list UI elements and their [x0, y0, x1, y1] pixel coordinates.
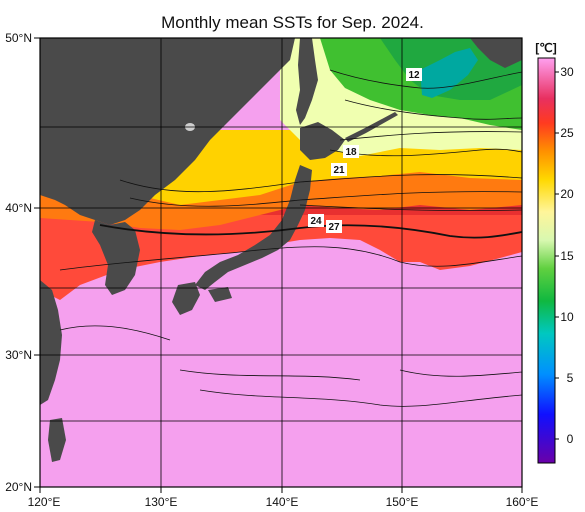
axis-ticks: [34, 37, 523, 493]
korea-land: [92, 220, 140, 295]
colorbar-label-25: 25: [560, 126, 574, 140]
kyushu-land: [172, 282, 200, 315]
kamchatka-land: [470, 38, 522, 68]
isotherm-label-12: 12: [408, 70, 420, 81]
map-frame: [39, 37, 523, 488]
isotherm-label-24: 24: [310, 216, 322, 227]
lon-label-160: 160°E: [506, 495, 539, 509]
colorbar-ticks: [555, 71, 559, 440]
sakhalin-land: [296, 38, 318, 125]
graticule: [40, 38, 522, 487]
isotherm-label-27: 27: [328, 222, 340, 233]
shikoku-land: [208, 287, 232, 302]
colorbar-label-30: 30: [560, 65, 574, 79]
cold-core: [420, 48, 478, 98]
map-area: 12 18 21 24 27: [40, 38, 522, 487]
colorbar-unit: [℃]: [535, 41, 556, 55]
china-coast-land: [40, 280, 62, 405]
taiwan-land: [48, 418, 66, 462]
lon-label-140: 140°E: [266, 495, 299, 509]
lat-label-30: 30°N: [5, 348, 32, 362]
isotherm-label-18: 18: [345, 147, 357, 158]
red-sea: [40, 215, 522, 300]
colorbar: [537, 57, 556, 464]
colorbar-label-15: 15: [560, 249, 574, 263]
colorbar-label-0: 0: [567, 432, 574, 446]
continent-land: [40, 38, 295, 225]
lat-label-50: 50°N: [5, 31, 32, 45]
honshu-land: [195, 165, 312, 290]
isotherm-label-group: 12 18 21 24 27: [308, 68, 422, 233]
colorbar-label-20: 20: [560, 187, 574, 201]
map-title: Monthly mean SSTs for Sep. 2024.: [161, 13, 424, 32]
lon-label-120: 120°E: [28, 495, 61, 509]
lon-label-130: 130°E: [145, 495, 178, 509]
colorbar-label-10: 10: [560, 310, 574, 324]
lat-label-40: 40°N: [5, 201, 32, 215]
colorbar-label-5: 5: [567, 371, 574, 385]
lat-label-20: 20°N: [5, 480, 32, 494]
lon-label-150: 150°E: [386, 495, 419, 509]
isotherm-label-21: 21: [333, 165, 345, 176]
